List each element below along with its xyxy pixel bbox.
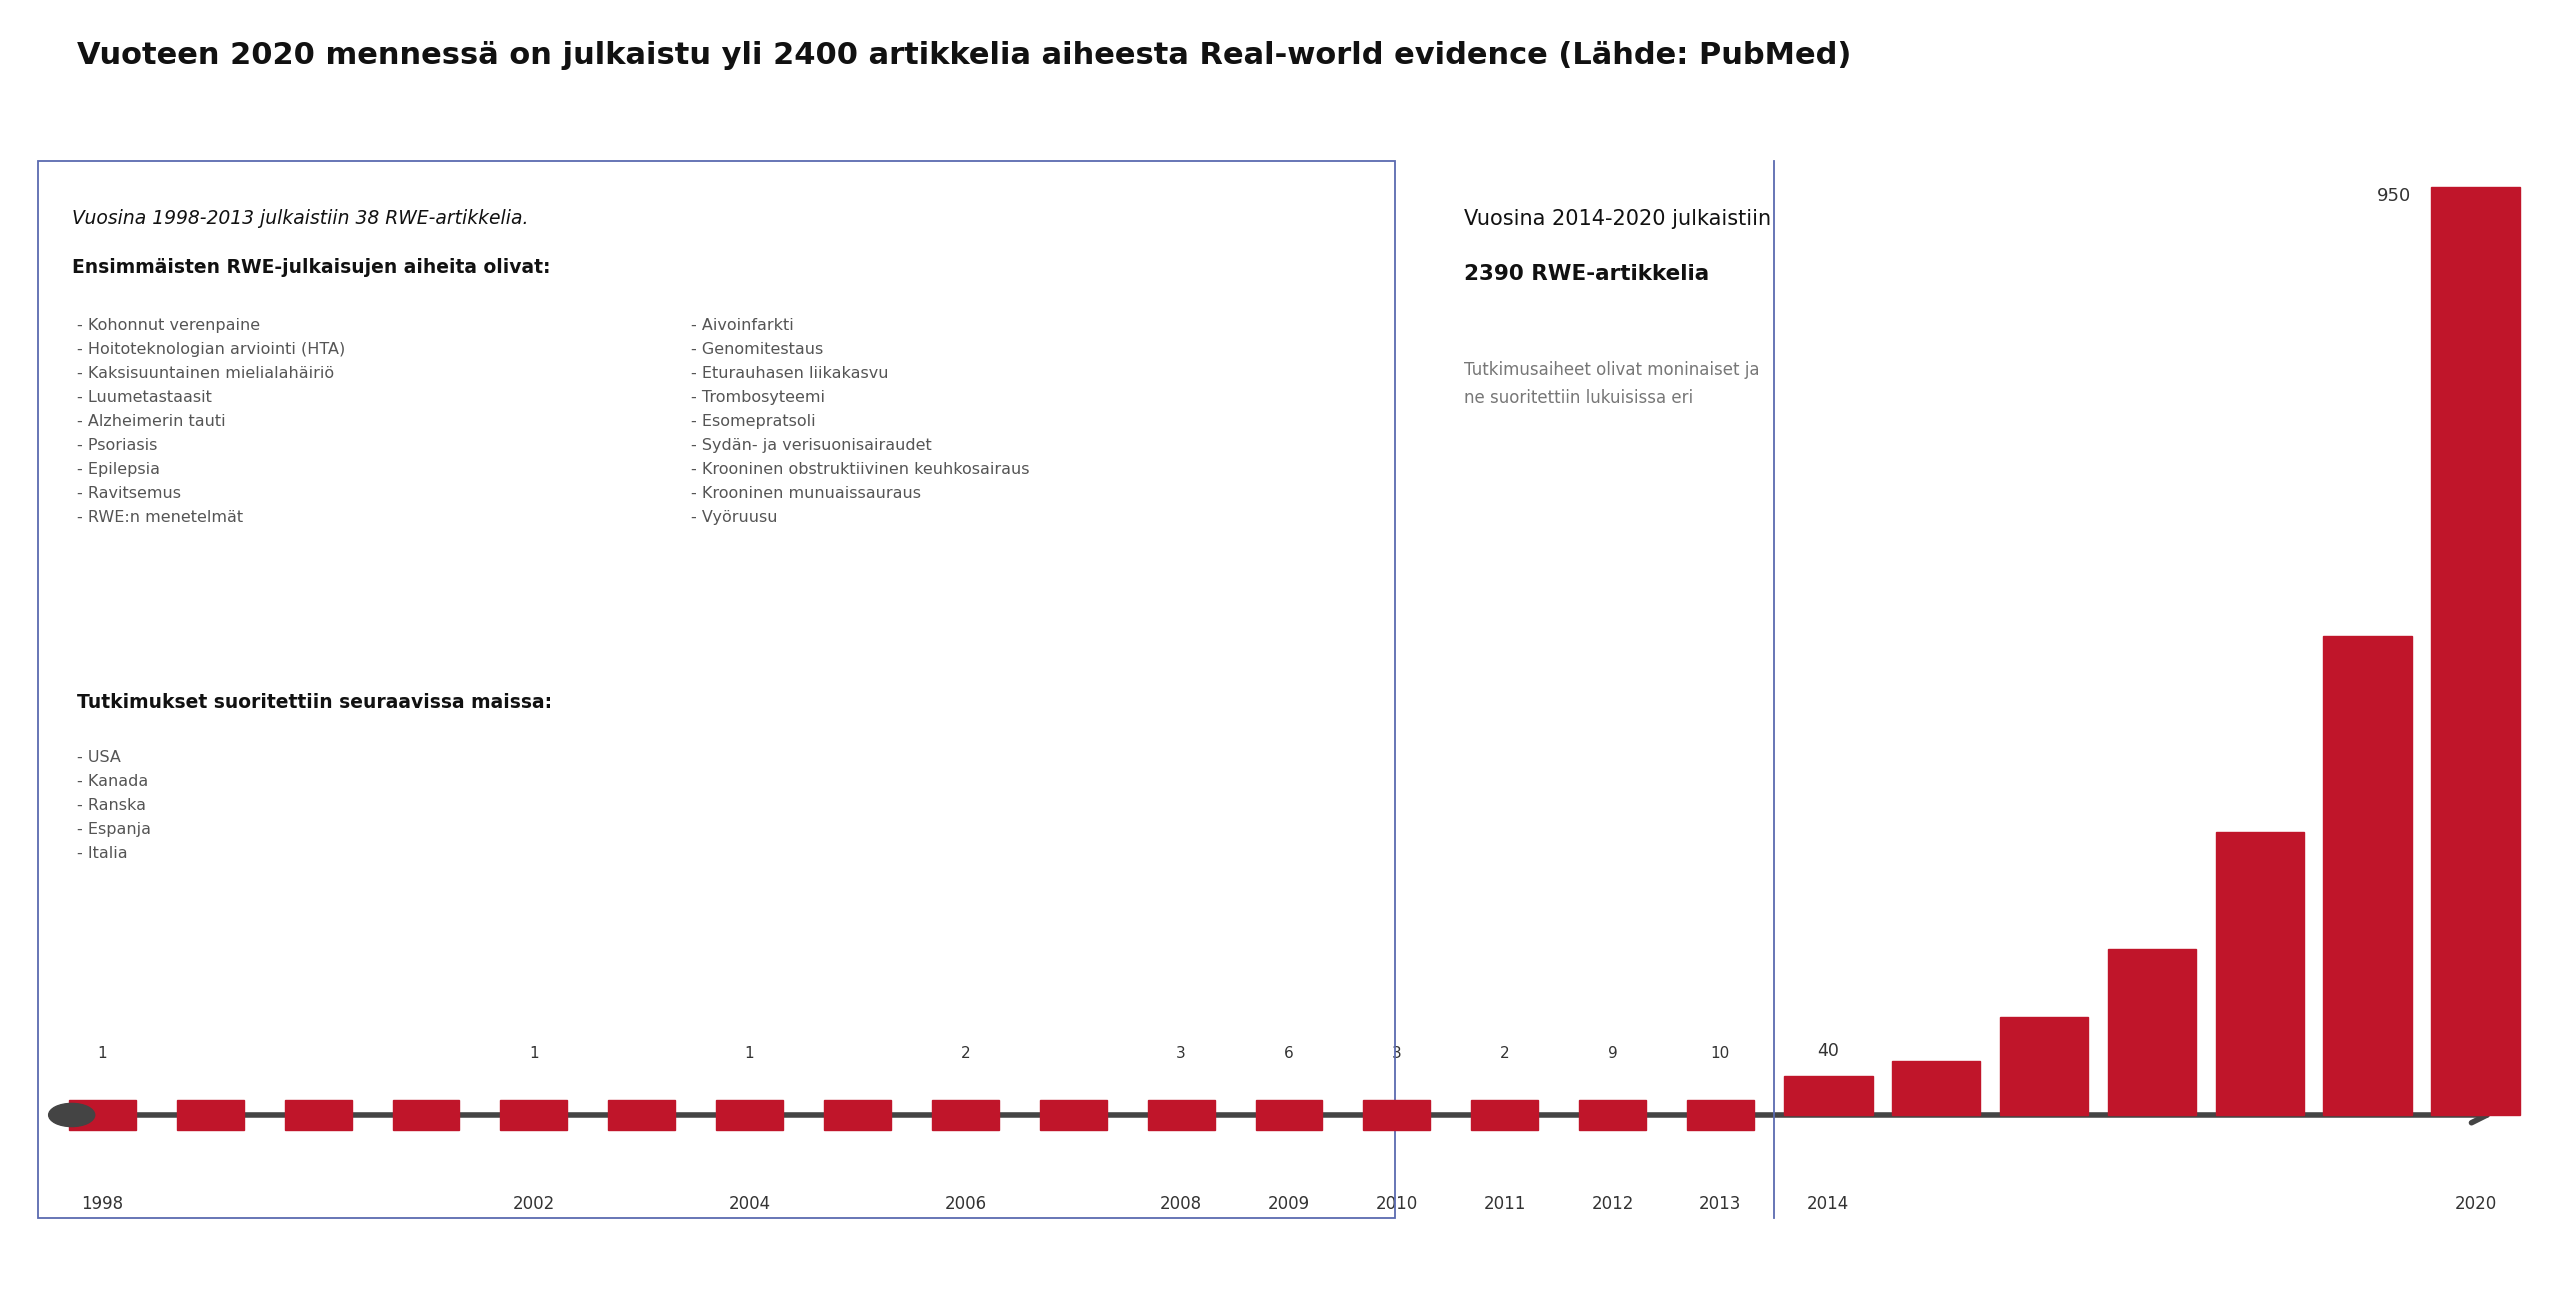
Text: Vuoteen 2020 mennessä on julkaistu yli 2400 artikkelia aiheesta Real-world evide: Vuoteen 2020 mennessä on julkaistu yli 2… (77, 41, 1851, 70)
Text: 2011: 2011 (1482, 1195, 1526, 1213)
Text: 2006: 2006 (945, 1195, 986, 1213)
Bar (1580, 1100, 1646, 1129)
Bar (1784, 1076, 1871, 1115)
Text: 2: 2 (1500, 1045, 1510, 1061)
Text: - Aivoinfarkti
- Genomitestaus
- Eturauhasen liikakasvu
- Trombosyteemi
- Esomep: - Aivoinfarkti - Genomitestaus - Eturauh… (691, 318, 1029, 526)
Bar (177, 1100, 243, 1129)
Bar (2214, 831, 2304, 1115)
Text: - USA
- Kanada
- Ranska
- Espanja
- Italia: - USA - Kanada - Ranska - Espanja - Ital… (77, 750, 151, 861)
Bar (1999, 1017, 2089, 1115)
Bar (1472, 1100, 1539, 1129)
Bar (392, 1100, 458, 1129)
Text: 950: 950 (2376, 187, 2412, 205)
Text: Vuosina 2014-2020 julkaistiin: Vuosina 2014-2020 julkaistiin (1464, 209, 1772, 229)
Text: 9: 9 (1608, 1045, 1618, 1061)
Text: Ensimmäisten RWE-julkaisujen aiheita olivat:: Ensimmäisten RWE-julkaisujen aiheita oli… (72, 258, 550, 277)
Text: 2: 2 (960, 1045, 970, 1061)
Text: Vuosina 1998-2013 julkaistiin 38 RWE-artikkelia.: Vuosina 1998-2013 julkaistiin 38 RWE-art… (72, 209, 527, 228)
Bar (2324, 637, 2412, 1115)
Text: 40: 40 (1818, 1043, 1838, 1061)
Text: Tutkimukset suoritettiin seuraavissa maissa:: Tutkimukset suoritettiin seuraavissa mai… (77, 693, 553, 713)
Bar (1039, 1100, 1106, 1129)
Bar (2107, 949, 2196, 1115)
Text: Tutkimusaiheet olivat moninaiset ja
ne suoritettiin lukuisissa eri: Tutkimusaiheet olivat moninaiset ja ne s… (1464, 361, 1759, 407)
Bar (609, 1100, 676, 1129)
Text: 2012: 2012 (1592, 1195, 1633, 1213)
Bar (1254, 1100, 1324, 1129)
Text: 2009: 2009 (1267, 1195, 1311, 1213)
Circle shape (49, 1103, 95, 1127)
Text: 2010: 2010 (1375, 1195, 1418, 1213)
Text: 1: 1 (97, 1045, 108, 1061)
Bar (1892, 1061, 1981, 1115)
Bar (1364, 1100, 1431, 1129)
Bar (824, 1100, 891, 1129)
Text: 3: 3 (1393, 1045, 1403, 1061)
Bar (284, 1100, 351, 1129)
Text: 3: 3 (1175, 1045, 1185, 1061)
Bar (38, 161, 1395, 1218)
Text: 6: 6 (1285, 1045, 1293, 1061)
Text: 2004: 2004 (730, 1195, 771, 1213)
Bar (2432, 187, 2519, 1115)
Text: 2020: 2020 (2455, 1195, 2496, 1213)
Text: - Kohonnut verenpaine
- Hoitoteknologian arviointi (HTA)
- Kaksisuuntainen mieli: - Kohonnut verenpaine - Hoitoteknologian… (77, 318, 346, 526)
Bar (717, 1100, 783, 1129)
Text: 1998: 1998 (82, 1195, 123, 1213)
Text: 2390 RWE-artikkelia: 2390 RWE-artikkelia (1464, 264, 1710, 285)
Text: 2014: 2014 (1807, 1195, 1848, 1213)
Bar (932, 1100, 998, 1129)
Text: 2013: 2013 (1700, 1195, 1741, 1213)
Text: 1: 1 (745, 1045, 755, 1061)
Text: 1: 1 (530, 1045, 538, 1061)
Bar (1687, 1100, 1754, 1129)
Text: 10: 10 (1710, 1045, 1731, 1061)
Bar (1147, 1100, 1213, 1129)
Text: 2002: 2002 (512, 1195, 556, 1213)
Bar (69, 1100, 136, 1129)
Text: 2008: 2008 (1160, 1195, 1203, 1213)
Bar (499, 1100, 568, 1129)
